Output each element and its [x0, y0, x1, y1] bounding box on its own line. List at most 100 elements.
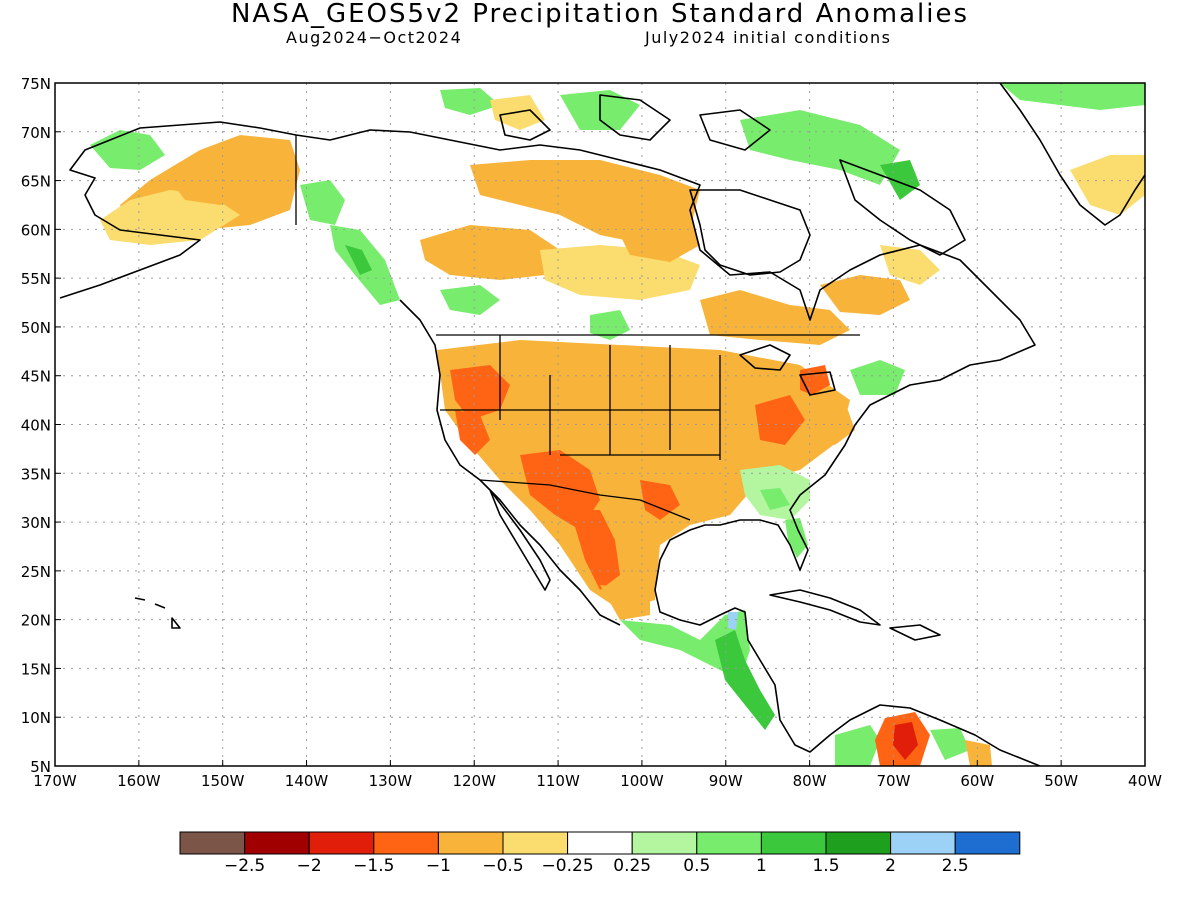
map-canvas	[55, 83, 1145, 766]
lon-label: 90W	[709, 772, 743, 790]
lon-label: 50W	[1044, 772, 1078, 790]
wet-region-yucatan-extreme	[728, 612, 738, 630]
axis-ticks	[54, 82, 1146, 767]
wet-region-florida	[785, 518, 808, 558]
axis-labels: 170W 160W 150W 140W 130W 120W 110W 100W 90W 80W 70…	[21, 75, 1162, 790]
colorbar-label: 2.5	[941, 856, 969, 876]
colorbar-swatch	[696, 831, 762, 855]
colorbar-label: 1	[755, 856, 767, 876]
wet-region-colombia	[835, 725, 880, 766]
colorbar-swatch	[825, 831, 892, 855]
lat-label: 30N	[21, 514, 51, 532]
wet-region-baffin	[880, 160, 920, 200]
dry-region-guyana	[965, 740, 992, 766]
border-us-canada	[295, 135, 860, 336]
dry-region-california	[455, 410, 490, 455]
coast-arctic-islands	[499, 94, 771, 151]
wet-region-yukon	[300, 180, 345, 225]
lat-label: 55N	[21, 270, 51, 288]
wet-region-guyana	[930, 728, 970, 760]
wet-region-alaska-west	[90, 130, 165, 170]
lat-label: 25N	[21, 563, 51, 581]
wet-region-bc-coast-strong	[345, 245, 372, 275]
colorbar-swatch	[373, 831, 439, 855]
lon-label: 140W	[285, 772, 329, 790]
wet-region-new-england	[850, 360, 905, 395]
lat-label: 65N	[21, 173, 51, 191]
wet-region-arctic-north	[440, 88, 500, 115]
lat-label: 15N	[21, 660, 51, 678]
lon-label: 110W	[536, 772, 580, 790]
forecast-period: Aug2024−Oct2024	[286, 28, 463, 47]
lon-label: 150W	[201, 772, 245, 790]
colorbar-label: 0.5	[683, 856, 711, 876]
initial-conditions: July2024 initial conditions	[645, 28, 892, 47]
lat-label: 50N	[21, 319, 51, 337]
colorbar-swatch	[760, 831, 827, 855]
colorbar-swatch	[631, 831, 698, 855]
lon-label: 160W	[117, 772, 161, 790]
wet-region-gulf-coast	[760, 488, 790, 510]
dry-region-ohio-valley	[755, 395, 805, 445]
lon-label: 40W	[1128, 772, 1162, 790]
colorbar-label: 0.25	[613, 856, 652, 876]
coast-north-america-west	[59, 121, 1041, 766]
wet-region-prairie-wet	[440, 285, 500, 315]
lat-label: 10N	[21, 709, 51, 727]
lon-label: 170W	[33, 772, 77, 790]
lat-label: 35N	[21, 465, 51, 483]
border-us-states	[440, 335, 721, 460]
dry-region-alaska-core	[170, 150, 280, 205]
lat-label: 60N	[21, 221, 51, 239]
dry-region-quebec	[820, 275, 910, 315]
lat-label: 40N	[21, 417, 51, 435]
colorbar-swatch	[954, 831, 1021, 855]
colorbar-label: 2	[885, 856, 897, 876]
coast-hispaniola	[889, 624, 941, 641]
dry-region-ontario	[700, 290, 850, 345]
dry-region-central-canada	[610, 205, 700, 262]
colorbar-swatch	[308, 831, 375, 855]
dry-region-mexico-south	[600, 585, 650, 620]
colorbar	[179, 831, 1021, 855]
lon-label: 130W	[369, 772, 413, 790]
wet-region-manitoba	[590, 310, 630, 340]
coast-baffin	[839, 159, 966, 256]
dry-region-labrador	[880, 245, 940, 285]
chart-title: NASA_GEOS5v2 Precipitation Standard Anom…	[230, 0, 970, 29]
lat-label: 5N	[30, 758, 51, 776]
colorbar-swatch	[179, 831, 246, 855]
wet-region-arctic-east	[740, 110, 900, 185]
colorbar-label: −2	[296, 856, 322, 876]
colorbar-label: −0.25	[541, 856, 594, 876]
dry-region-northeast	[820, 402, 855, 445]
coast-great-lakes	[739, 344, 836, 396]
colorbar-swatch	[567, 831, 633, 855]
wet-region-greenland	[1000, 83, 1145, 110]
colorbar-swatch	[437, 831, 504, 855]
dry-region-texas	[640, 480, 680, 520]
colorbar-label: −1.5	[353, 856, 395, 876]
lon-label: 60W	[960, 772, 994, 790]
lon-label: 100W	[620, 772, 664, 790]
colorbar-label: 1.5	[812, 856, 840, 876]
lat-label: 20N	[21, 612, 51, 630]
coast-hudson-bay	[689, 189, 811, 276]
coast-baja	[489, 489, 551, 591]
lat-label: 45N	[21, 368, 51, 386]
coast-greenland	[999, 83, 1145, 226]
lat-label: 75N	[21, 75, 51, 93]
wet-region-central-america	[715, 630, 775, 730]
dry-region-greenland	[1070, 155, 1145, 215]
dry-region-mexico	[570, 510, 620, 590]
dry-region-venezuela-core	[893, 722, 918, 760]
coast-cuba	[769, 589, 881, 626]
lat-label: 70N	[21, 124, 51, 142]
borders	[295, 135, 860, 521]
dry-region-western-us	[437, 340, 850, 610]
coast-hawaii	[134, 597, 181, 629]
colorbar-label: −2.5	[223, 856, 266, 876]
lon-label: 120W	[452, 772, 496, 790]
colorbar-swatch	[502, 831, 569, 855]
